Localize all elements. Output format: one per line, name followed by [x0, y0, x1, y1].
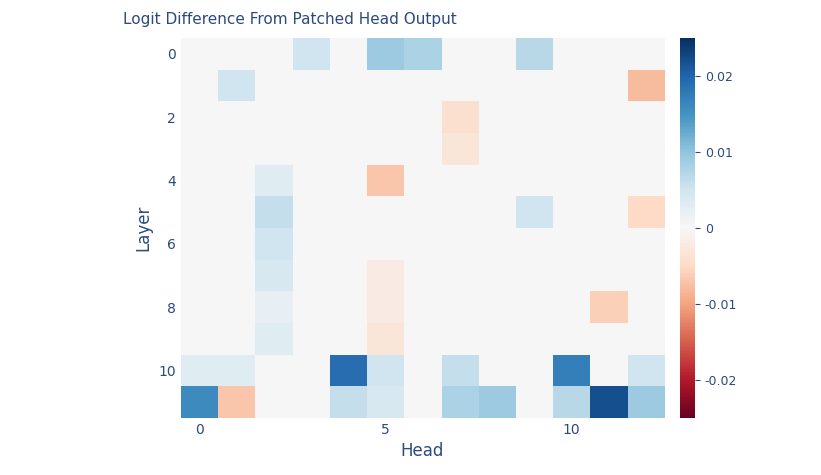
Y-axis label: Layer: Layer — [135, 205, 153, 251]
X-axis label: Head: Head — [401, 442, 444, 460]
Text: Logit Difference From Patched Head Output: Logit Difference From Patched Head Outpu… — [122, 12, 456, 27]
